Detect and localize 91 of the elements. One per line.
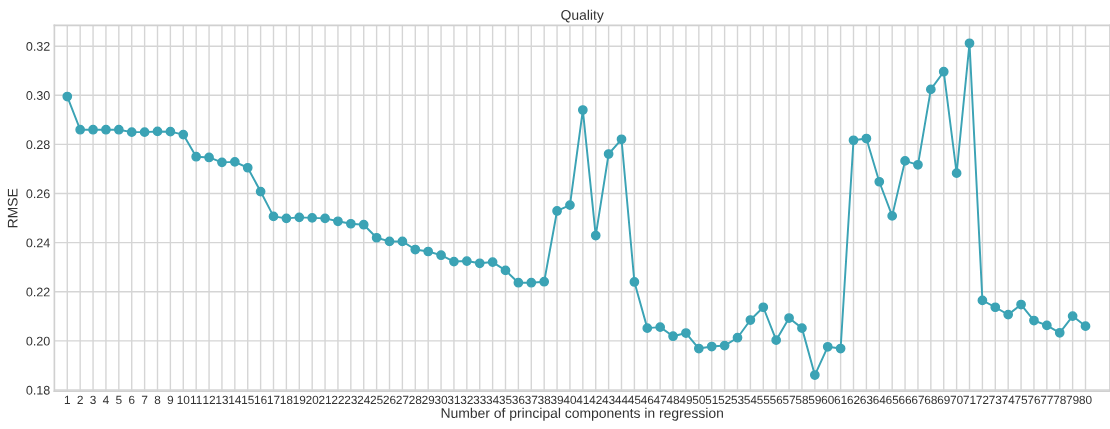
x-tick-label: 71	[963, 395, 976, 404]
x-tick-label: 30	[434, 395, 448, 405]
x-tick-label: 1	[64, 395, 70, 404]
y-tick-label: 0.18	[26, 385, 50, 395]
x-tick-label: 18	[280, 395, 293, 405]
x-tick-label: 56	[770, 395, 783, 405]
x-tick-label: 31	[447, 395, 460, 405]
x-tick-label: 26	[383, 395, 396, 405]
x-tick-label: 42	[589, 395, 602, 404]
x-tick-label: 22	[331, 395, 344, 404]
x-tick-label: 36	[512, 395, 525, 405]
x-tick-label: 23	[344, 395, 357, 405]
x-tick-label: 7	[141, 395, 148, 404]
x-axis-title: Number of principal components in regression	[441, 407, 723, 421]
x-tick-label: 4	[102, 395, 109, 404]
x-tick-label: 14	[229, 395, 242, 404]
x-tick-label: 70	[950, 395, 963, 405]
x-tick-label: 74	[1002, 395, 1015, 404]
x-tick-label: 61	[834, 395, 847, 405]
x-tick-label: 33	[473, 395, 486, 405]
x-tick-label: 49	[679, 395, 692, 405]
x-tick-label: 64	[873, 395, 886, 405]
x-tick-label: 69	[937, 395, 950, 405]
x-tick-label: 27	[396, 395, 409, 404]
x-tick-label: 15	[242, 395, 254, 405]
x-tick-label: 6	[129, 395, 135, 405]
x-tick-label: 53	[731, 395, 744, 405]
y-tick-label: 0.24	[26, 238, 50, 248]
x-tick-label: 50	[692, 395, 705, 405]
x-tick-label: 39	[550, 395, 564, 405]
x-tick-label: 40	[563, 395, 577, 405]
x-tick-label: 44	[615, 395, 628, 404]
x-tick-label: 48	[666, 395, 680, 405]
x-tick-label: 38	[538, 395, 551, 405]
x-tick-label: 59	[808, 395, 821, 405]
x-tick-label: 79	[1066, 395, 1079, 405]
x-tick-label: 58	[795, 395, 809, 405]
x-tick-label: 37	[525, 395, 538, 405]
y-tick-label: 0.28	[26, 140, 50, 150]
y-tick-label: 0.22	[26, 287, 50, 297]
x-tick-label: 21	[319, 395, 332, 404]
x-tick-label: 46	[640, 395, 654, 405]
x-tick-label: 25	[370, 395, 383, 405]
x-tick-label: 28	[409, 395, 422, 405]
x-tick-label: 45	[628, 395, 641, 405]
x-tick-label: 29	[422, 395, 435, 405]
x-tick-label: 2	[77, 395, 83, 404]
x-tick-label: 35	[499, 395, 512, 405]
chart-title: Quality	[561, 9, 604, 23]
x-tick-label: 65	[886, 395, 899, 405]
x-tick-label: 73	[989, 395, 1002, 405]
x-tick-label: 8	[154, 395, 161, 405]
x-tick-label: 63	[860, 395, 873, 405]
x-tick-label: 60	[821, 395, 834, 405]
x-tick-label: 3	[90, 395, 96, 405]
x-tick-label: 77	[1040, 395, 1053, 404]
x-tick-label: 67	[911, 395, 924, 405]
x-tick-label: 41	[576, 395, 589, 404]
x-tick-label: 72	[976, 395, 989, 404]
y-tick-label: 0.26	[26, 189, 50, 199]
x-tick-label: 62	[847, 395, 860, 405]
x-tick-label: 32	[460, 395, 473, 405]
y-tick-label: 0.32	[26, 41, 50, 51]
x-tick-label: 20	[306, 395, 319, 405]
y-axis-title: RMSE	[7, 188, 18, 228]
x-tick-label: 51	[705, 395, 718, 405]
x-tick-label: 19	[293, 395, 306, 405]
x-tick-label: 66	[899, 395, 912, 405]
x-tick-label: 17	[267, 395, 280, 404]
x-tick-label: 11	[190, 395, 202, 404]
x-tick-label: 16	[254, 395, 267, 405]
y-tick-label: 0.20	[26, 336, 50, 346]
x-tick-label: 24	[357, 395, 370, 404]
x-tick-label: 75	[1015, 395, 1028, 405]
x-tick-label: 78	[1053, 395, 1066, 405]
x-tick-label: 57	[782, 395, 796, 405]
x-tick-label: 10	[177, 395, 190, 405]
x-tick-label: 12	[203, 395, 216, 404]
x-tick-label: 68	[924, 395, 937, 405]
x-tick-label: 43	[602, 395, 615, 405]
x-tick-label: 47	[653, 395, 667, 404]
x-tick-label: 13	[216, 395, 228, 405]
x-tick-label: 54	[744, 395, 757, 405]
x-tick-label: 52	[718, 395, 731, 405]
x-tick-label: 34	[486, 395, 499, 405]
x-tick-label: 76	[1027, 395, 1040, 405]
x-tick-label: 5	[116, 395, 122, 405]
x-tick-label: 55	[757, 395, 770, 405]
y-tick-label: 0.30	[26, 91, 50, 100]
x-tick-label: 80	[1079, 395, 1092, 405]
x-tick-label: 9	[167, 395, 174, 405]
